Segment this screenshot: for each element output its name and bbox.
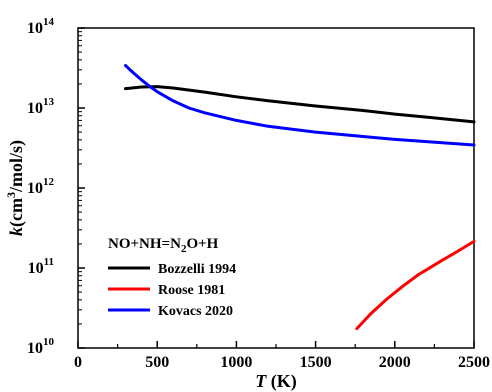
- y-tick-label: 1012: [27, 176, 55, 197]
- y-axis-unit-close: /mol/s): [6, 140, 27, 193]
- y-axis-var: k: [6, 227, 26, 236]
- reaction-part-1: NO+NH=N: [108, 236, 181, 252]
- series-line-bozzelli-1994: [124, 85, 476, 124]
- series-line-kovacs-2020: [124, 64, 476, 147]
- y-tick-label: 1010: [27, 336, 55, 357]
- x-axis-var: T: [255, 371, 267, 391]
- x-tick-label: 500: [145, 354, 169, 371]
- x-tick-label: 1500: [300, 354, 332, 371]
- reaction-subscript: 2: [181, 243, 187, 255]
- reaction-annotation: NO+NH=N2O+H: [108, 236, 219, 255]
- series-line-roose-1981: [355, 239, 476, 331]
- reaction-part-2: O+H: [186, 236, 218, 252]
- legend-label-roose-1981: Roose 1981: [158, 283, 225, 298]
- x-tick-label: 2000: [379, 354, 411, 371]
- y-axis-unit-sup: 3: [4, 192, 18, 198]
- x-tick-label: 1000: [220, 354, 252, 371]
- y-tick-label: 1013: [27, 96, 55, 117]
- plot-area: [77, 27, 476, 349]
- x-axis-title: T (K): [255, 371, 297, 392]
- y-tick-label: 1011: [28, 256, 54, 277]
- legend: Bozzelli 1994 Roose 1981 Kovacs 2020: [108, 262, 236, 319]
- x-axis-unit: (K): [266, 371, 297, 392]
- x-tick-label: 2500: [458, 354, 490, 371]
- legend-label-bozzelli-1994: Bozzelli 1994: [158, 262, 236, 277]
- y-axis-title: k(cm3/mol/s): [4, 140, 27, 236]
- legend-label-kovacs-2020: Kovacs 2020: [158, 304, 233, 319]
- y-tick-labels: 1010 1011 1012 1013 1014: [27, 16, 55, 357]
- y-axis-unit-open: (cm: [6, 198, 27, 227]
- x-tick-label: 0: [74, 354, 82, 371]
- series-layer: [124, 64, 476, 331]
- ticks-layer: [77, 27, 475, 349]
- x-tick-labels: 0 500 1000 1500 2000 2500: [74, 354, 490, 371]
- y-tick-label: 1014: [27, 16, 55, 37]
